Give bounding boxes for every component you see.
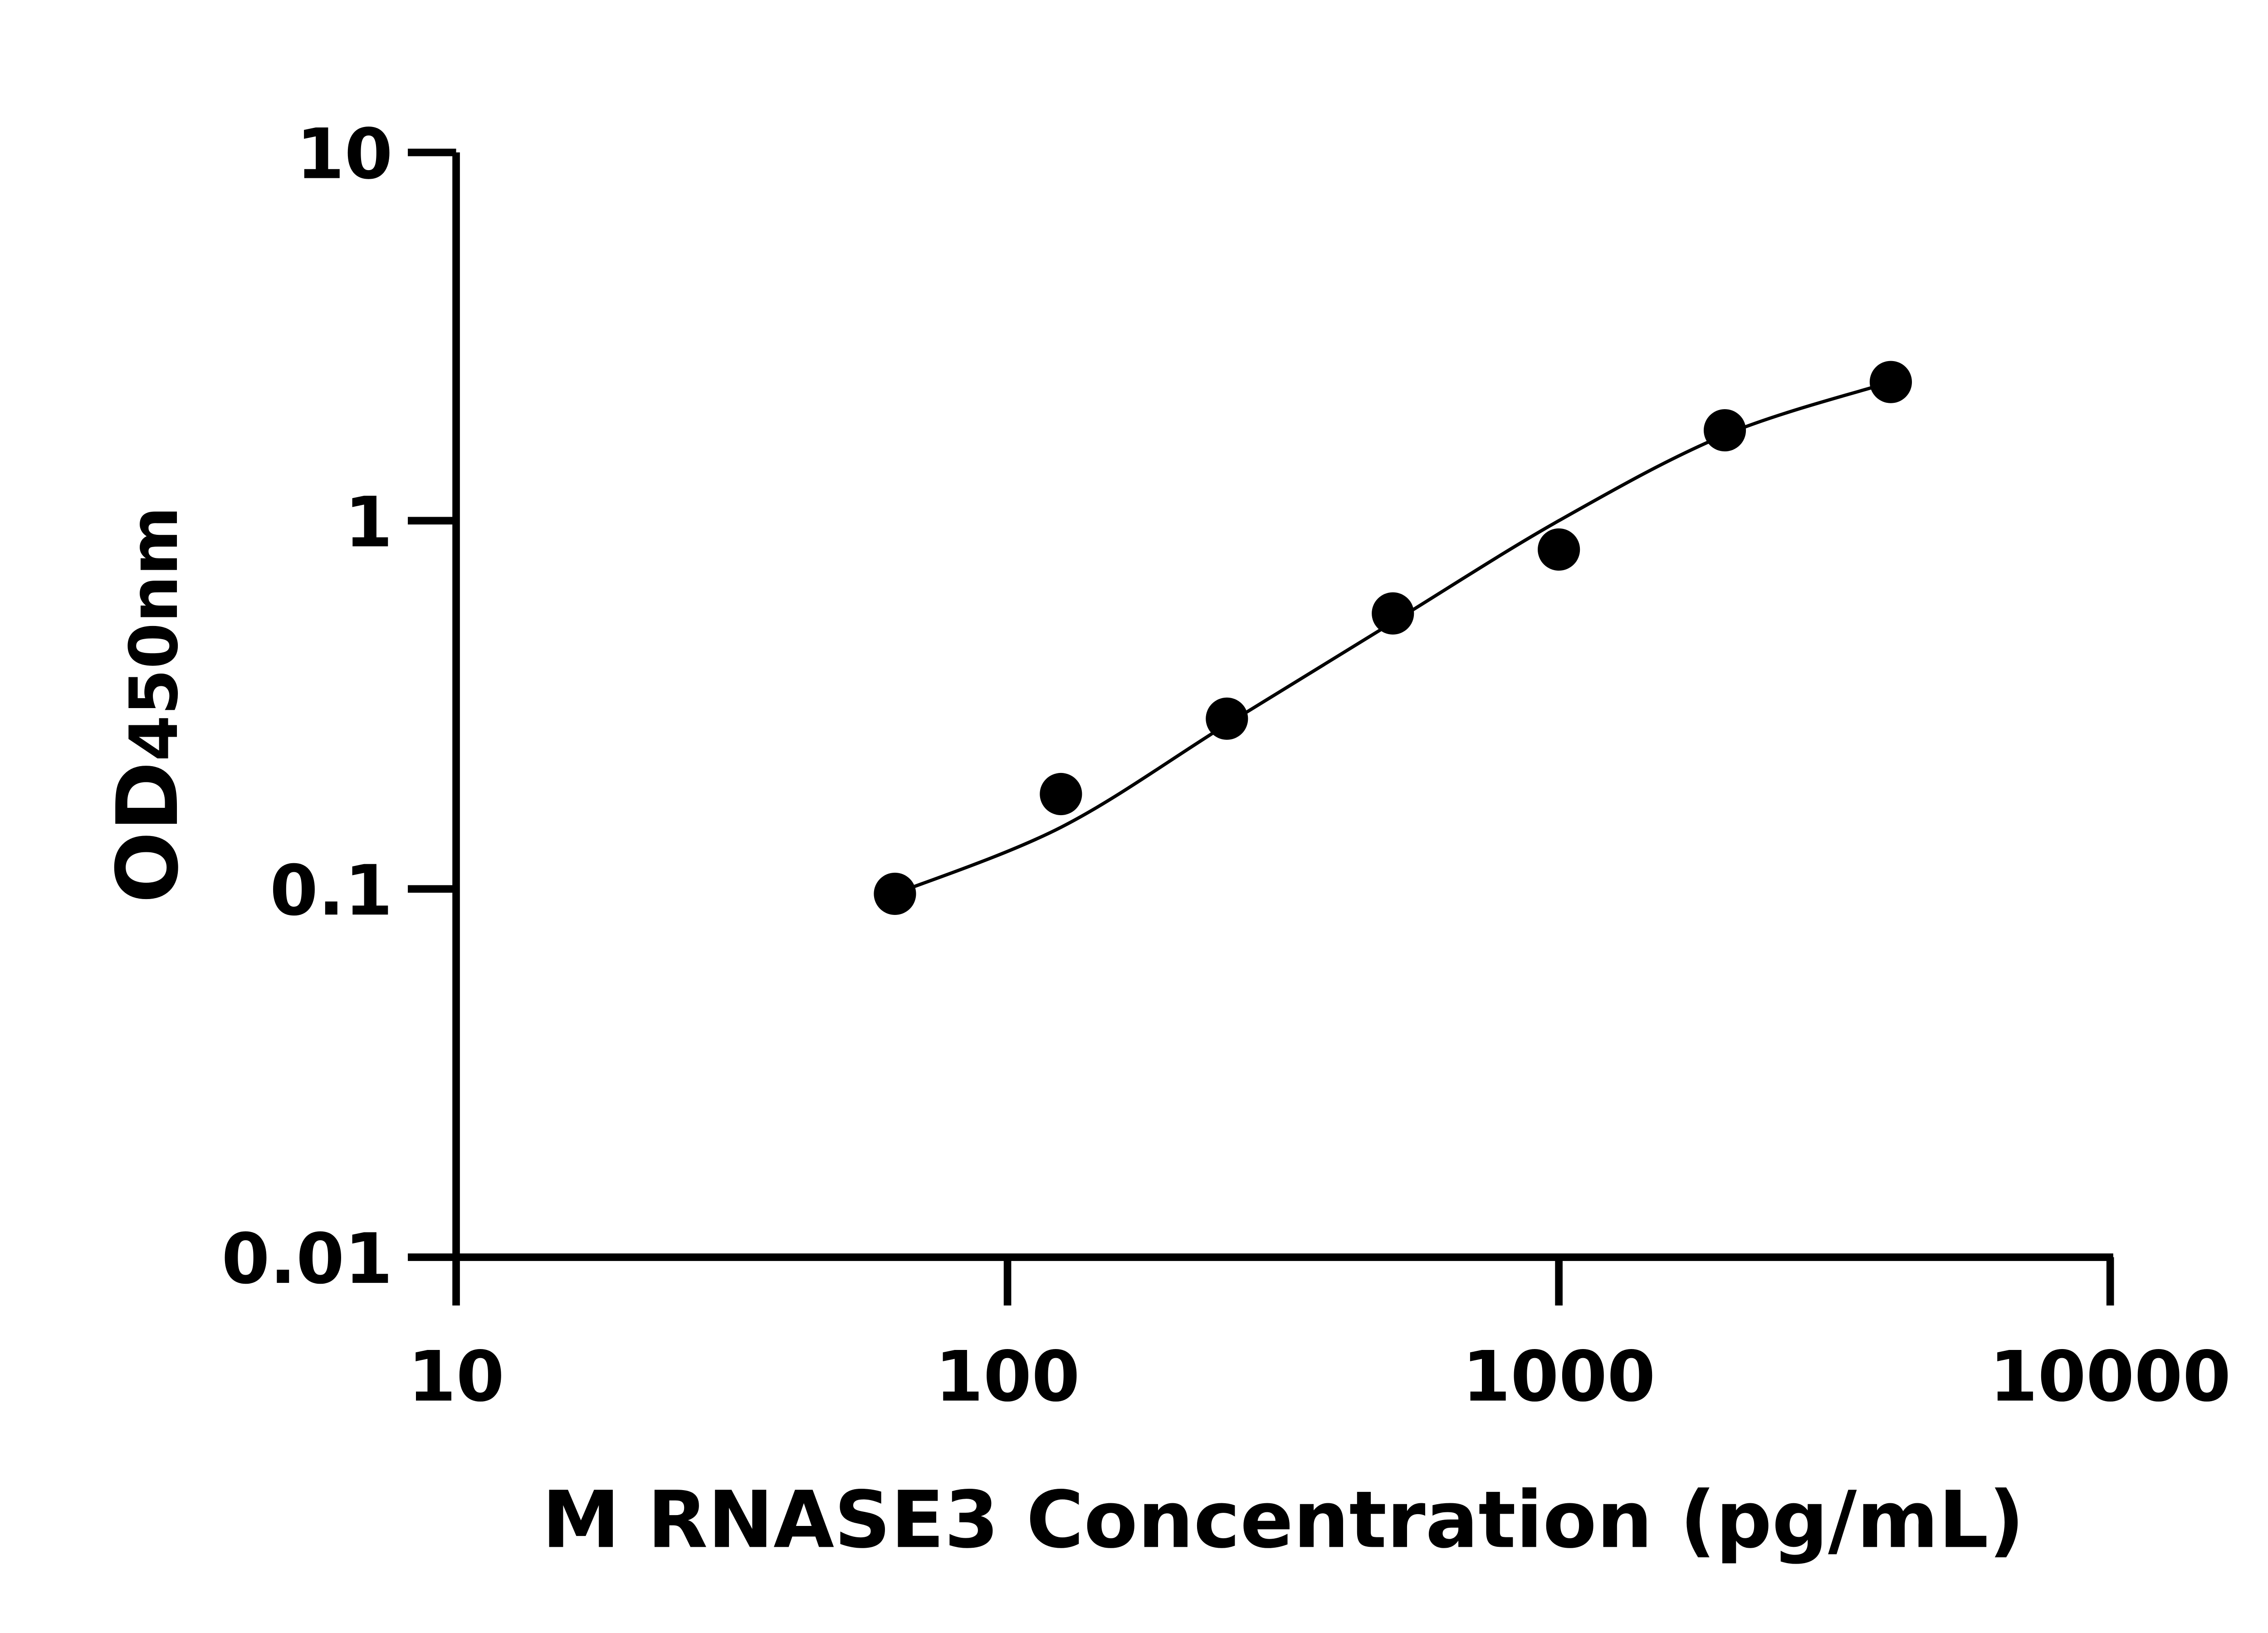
data-points bbox=[874, 361, 1912, 915]
data-point bbox=[1372, 592, 1414, 635]
fit-curve bbox=[894, 380, 1892, 895]
tick-labels: 10 100 1000 10000 0.01 0.1 1 10 bbox=[221, 114, 2231, 1418]
y-tick-label: 10 bbox=[296, 114, 393, 195]
x-tick-label: 10000 bbox=[1989, 1337, 2231, 1418]
y-axis-label-main: OD bbox=[98, 761, 197, 903]
data-point bbox=[874, 872, 916, 915]
data-point bbox=[1040, 772, 1082, 816]
data-point bbox=[1703, 409, 1746, 452]
x-tick-label: 10 bbox=[408, 1337, 504, 1418]
data-point bbox=[1869, 361, 1912, 403]
x-axis-label: M RNASE3 Concentration (pg/mL) bbox=[542, 1474, 2024, 1565]
data-point bbox=[1206, 697, 1248, 740]
y-tick-label: 1 bbox=[344, 482, 392, 563]
axes bbox=[408, 148, 2114, 1306]
data-point bbox=[1538, 528, 1580, 571]
y-axis-label: OD450nm bbox=[98, 506, 197, 903]
y-tick-label: 0.1 bbox=[270, 851, 393, 931]
y-axis-label-sub: 450nm bbox=[115, 506, 193, 761]
y-tick-label: 0.01 bbox=[221, 1219, 393, 1300]
x-tick-label: 100 bbox=[935, 1337, 1080, 1418]
x-tick-label: 1000 bbox=[1462, 1337, 1656, 1418]
